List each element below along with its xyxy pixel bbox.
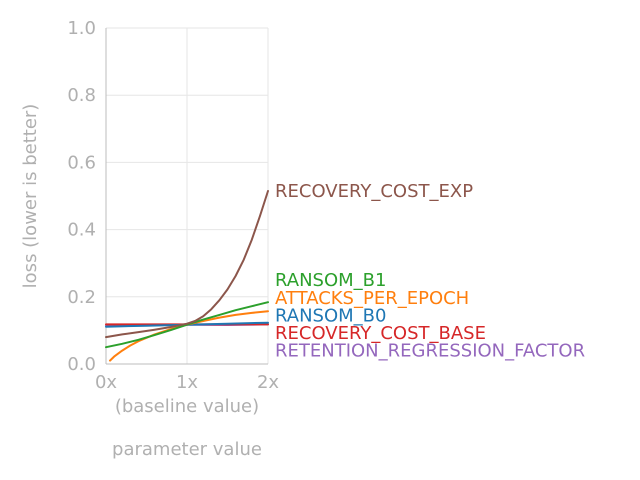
series-line-attacks-per-epoch (109, 310, 269, 362)
y-axis-title: loss (lower is better) (20, 104, 41, 289)
y-tick-label: 0.0 (67, 354, 96, 375)
x-tick-label: 1x (176, 372, 198, 393)
x-axis-note: (baseline value) (115, 396, 259, 417)
series-lines (105, 190, 269, 362)
y-tick-label: 0.2 (67, 287, 96, 308)
series-end-labels: RECOVERY_COST_EXP RANSOM_B1ATTACKS_PER_EP… (275, 181, 585, 362)
series-label-ransom-b1: RANSOM_B1 (275, 270, 386, 291)
x-tick-labels: 0x 1x 2x (95, 372, 279, 393)
series-label-recovery-cost-exp: RECOVERY_COST_EXP (275, 181, 473, 202)
axis-spines (105, 28, 268, 365)
x-axis-title: parameter value (112, 439, 262, 460)
series-label-ransom-b0: RANSOM_B0 (275, 305, 386, 326)
series-line-recovery-cost-exp (105, 190, 269, 339)
x-tick-label: 2x (257, 372, 279, 393)
y-tick-label: 0.6 (67, 152, 96, 173)
y-tick-label: 0.8 (67, 85, 96, 106)
x-tick-label: 0x (95, 372, 117, 393)
series-label-retention-regression-factor: RETENTION_REGRESSION_FACTOR (275, 341, 585, 362)
y-tick-label: 0.4 (67, 220, 96, 241)
y-tick-labels: 0.0 0.2 0.4 0.6 0.8 1.0 (67, 18, 96, 375)
series-label-recovery-cost-base: RECOVERY_COST_BASE (275, 323, 486, 344)
y-tick-label: 1.0 (67, 18, 96, 39)
series-label-attacks-per-epoch: ATTACKS_PER_EPOCH (275, 288, 469, 309)
